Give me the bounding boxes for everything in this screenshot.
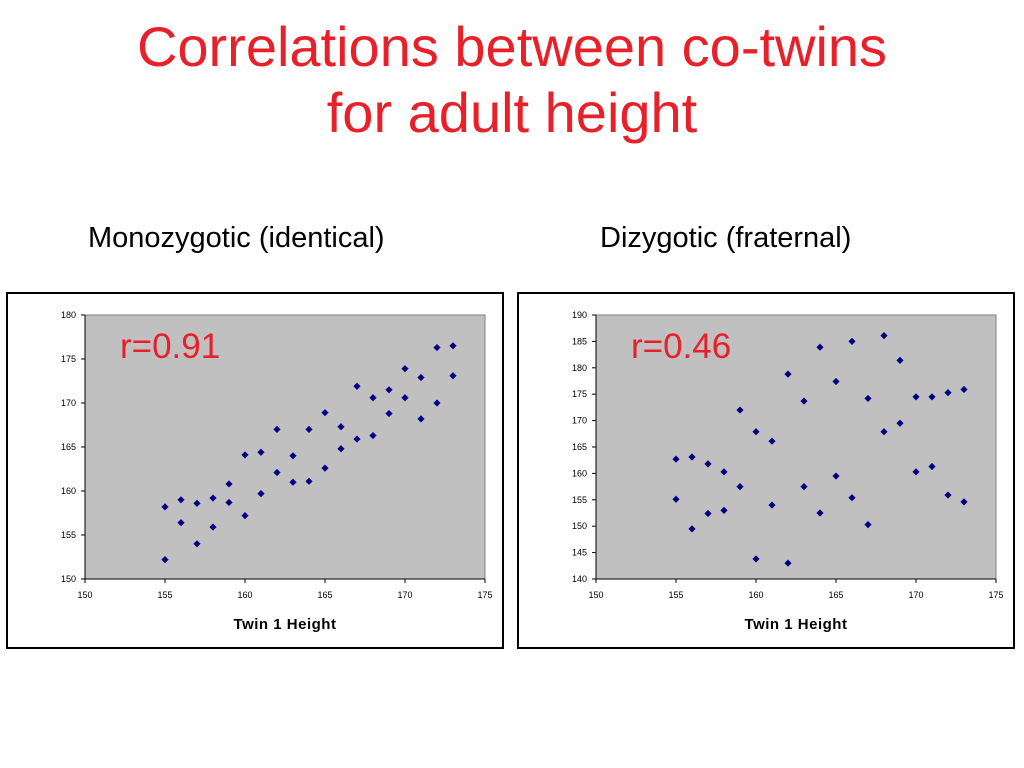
mz-data-point <box>257 448 265 456</box>
mz-y-tick-label: 170 <box>61 398 76 408</box>
mz-data-point <box>257 490 265 498</box>
mz-x-tick-label: 170 <box>397 590 412 600</box>
mz-subtitle: Monozygotic (identical) <box>88 222 385 254</box>
dz-y-tick-label: 180 <box>572 363 587 373</box>
dz-data-point <box>864 394 872 403</box>
dz-subtitle: Dizygotic (fraternal) <box>600 222 852 254</box>
dz-data-point <box>880 428 888 436</box>
mz-data-point <box>161 556 169 564</box>
mz-data-point <box>193 499 201 507</box>
mz-data-point <box>337 445 345 453</box>
mz-data-point <box>305 477 313 485</box>
mz-chart-frame: 150 155 160 165 170 175 180 150 155 160 165 170 175 T… <box>6 292 504 649</box>
dz-data-point <box>960 385 968 394</box>
mz-y-tick-label: 150 <box>61 574 76 584</box>
dz-x-axis-title: Twin 1 Height <box>745 616 848 633</box>
dz-x-tick-label: 165 <box>828 590 843 600</box>
dz-x-tick-label: 155 <box>668 590 683 600</box>
mz-data-point <box>385 409 393 418</box>
mz-data-point <box>289 452 297 460</box>
dz-x-tick-label: 170 <box>908 590 923 600</box>
dz-y-tick-label: 175 <box>572 389 587 399</box>
mz-correlation-label: r=0.91 <box>120 327 220 366</box>
dz-y-tick-label: 150 <box>572 521 587 531</box>
dz-data-point <box>928 462 936 471</box>
dz-data-point <box>848 494 856 502</box>
dz-y-tick-label: 185 <box>572 336 587 346</box>
dz-y-tick-label: 155 <box>572 495 587 505</box>
mz-x-tick-label: 150 <box>77 590 92 600</box>
title-line-2: for adult height <box>326 81 698 144</box>
mz-data-point <box>433 399 441 407</box>
mz-data-point <box>369 431 377 440</box>
dz-y-tick-label: 170 <box>572 416 587 426</box>
mz-data-point <box>289 478 297 486</box>
mz-scatter-chart: 150 155 160 165 170 175 180 150 155 160 165 170 175 T… <box>61 310 493 633</box>
mz-x-axis-title: Twin 1 Height <box>234 616 337 633</box>
mz-data-point <box>449 342 457 350</box>
mz-data-point <box>177 519 185 527</box>
dz-plot-area <box>595 314 997 580</box>
dz-chart-frame: 140 145 150 155 160 165 170 175 180 185 190 150 155 1… <box>517 292 1015 649</box>
slide-title: Correlations between co-twins for adult … <box>0 14 1024 146</box>
dz-y-tick-label: 190 <box>572 310 587 320</box>
dz-x-tick-label: 150 <box>588 590 603 600</box>
dz-y-tick-label: 165 <box>572 442 587 452</box>
dz-x-tick-label: 175 <box>988 590 1003 600</box>
mz-y-tick-label: 155 <box>61 530 76 540</box>
dz-data-point <box>960 498 968 506</box>
mz-data-point <box>385 386 393 394</box>
mz-y-tick-label: 165 <box>61 442 76 452</box>
mz-data-point <box>177 496 185 504</box>
mz-data-point <box>225 498 233 507</box>
dz-data-point <box>832 377 840 386</box>
dz-data-point <box>816 509 824 517</box>
dz-data-point <box>784 370 792 378</box>
dz-y-tick-label: 145 <box>572 548 587 558</box>
dz-scatter-chart: 140 145 150 155 160 165 170 175 180 185 190 150 155 1… <box>572 310 1004 633</box>
mz-x-tick-label: 160 <box>237 590 252 600</box>
mz-data-point <box>321 464 329 472</box>
dz-y-tick-label: 140 <box>572 574 587 584</box>
dz-data-point <box>816 343 824 351</box>
mz-data-point <box>433 343 441 352</box>
dz-x-tick-label: 160 <box>748 590 763 600</box>
mz-data-point <box>401 365 409 373</box>
mz-y-tick-label: 175 <box>61 354 76 364</box>
mz-x-tick-label: 155 <box>157 590 172 600</box>
mz-x-tick-label: 165 <box>317 590 332 600</box>
dz-data-point <box>896 419 904 427</box>
dz-y-tick-label: 160 <box>572 468 587 478</box>
title-line-1: Correlations between co-twins <box>136 15 888 78</box>
mz-plot-area <box>84 314 486 580</box>
dz-data-point <box>752 555 760 563</box>
mz-y-tick-label: 180 <box>61 310 76 320</box>
mz-data-point <box>337 423 345 431</box>
mz-data-point <box>321 409 329 417</box>
dz-correlation-label: r=0.46 <box>631 327 731 366</box>
mz-x-tick-label: 175 <box>477 590 492 600</box>
mz-data-point <box>193 540 201 548</box>
dz-data-point <box>704 460 712 468</box>
mz-data-point <box>241 512 249 520</box>
dz-data-point <box>784 559 792 567</box>
dz-data-point <box>752 428 760 436</box>
mz-y-tick-label: 160 <box>61 486 76 496</box>
